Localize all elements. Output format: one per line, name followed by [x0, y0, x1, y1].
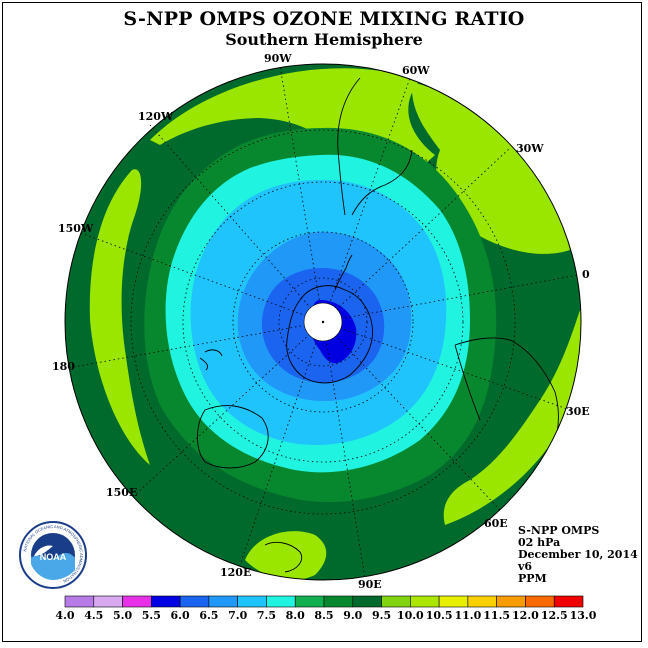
colorbar-swatch [179, 595, 210, 608]
colorbar-swatch [525, 595, 555, 608]
map-disc-outline [64, 63, 582, 581]
meridian-30w [322, 147, 511, 323]
colorbar: 4.0 4.5 5.0 5.5 6.0 6.5 7.0 7.5 8.0 8.5 9.0 9.5 10.0… [55, 595, 597, 622]
antarctic-peninsula [334, 254, 353, 291]
info-block: S-NPP OMPS 02 hPa December 10, 2014 v6 P… [518, 525, 638, 585]
colorbar-tick-label: 12.5 [541, 609, 568, 622]
lon-label-150w: 150W [58, 222, 94, 235]
colorbar-tick-label: 10.0 [397, 609, 424, 622]
lon-label-180: 180 [52, 360, 75, 373]
map-frame [2, 2, 642, 642]
lon-label-60e: 60E [484, 517, 508, 530]
colorbar-tick-label: 8.5 [314, 609, 333, 622]
info-units: PPM [518, 572, 547, 585]
colorbar-tick-label: 10.5 [426, 609, 453, 622]
band-9-5-upper-right [411, 82, 570, 254]
longitude-labels: 90W 60W 30W 0 30E 60E 90E 120E 150E 180 … [52, 52, 590, 591]
lat-circle-80 [278, 277, 368, 367]
meridian-150w [77, 231, 324, 323]
africa-coast [454, 337, 559, 453]
lon-label-150e: 150E [106, 486, 137, 499]
lon-label-30w: 30W [516, 142, 544, 155]
lat-circle-70 [232, 231, 414, 413]
colorbar-swatch [294, 595, 325, 608]
info-date: December 10, 2014 [518, 548, 638, 561]
lat-circle-50 [130, 129, 516, 515]
lon-label-90w: 90W [264, 52, 292, 65]
latitude-circles [130, 129, 516, 515]
colorbar-tick-label: 13.0 [570, 609, 597, 622]
colorbar-tick-label: 9.5 [372, 609, 391, 622]
info-version: v6 [518, 560, 533, 573]
meridian-90e [322, 321, 366, 579]
colorbar-swatch [151, 595, 181, 608]
meridian-0 [322, 274, 579, 323]
colorbar-swatch [467, 595, 497, 608]
meridian-150e [134, 321, 324, 496]
band-9-5-bottom [245, 531, 327, 580]
lat-circle-60 [182, 181, 464, 463]
colorbar-tick-label: 4.0 [55, 609, 74, 622]
band-9-5-right [443, 310, 581, 525]
colorbar-swatch [410, 595, 440, 608]
south-america-coast [337, 77, 413, 216]
colorbar-tick-label: 5.5 [142, 609, 161, 622]
new-zealand-coast [199, 349, 223, 371]
colorbar-tick-label: 5.0 [113, 609, 132, 622]
page-title: S-NPP OMPS OZONE MIXING RATIO [123, 8, 525, 30]
info-level: 02 hPa [518, 536, 561, 549]
colorbar-tick-label: 7.5 [257, 609, 276, 622]
colorbar-tick-label: 4.5 [84, 609, 103, 622]
lon-label-90e: 90E [358, 578, 382, 591]
colorbar-swatch [266, 595, 296, 608]
colorbar-swatch [93, 595, 123, 608]
noaa-logo: NOAA NATIONAL OCEANIC AND ATMOSPHERIC AD… [19, 521, 87, 589]
colorbar-swatch [553, 595, 584, 608]
colorbar-swatch [438, 595, 469, 608]
coastlines [197, 77, 559, 573]
lon-label-30e: 30E [566, 405, 590, 418]
colorbar-swatch [496, 595, 526, 608]
southeast-asia-coast [264, 541, 303, 573]
colorbar-tick-label: 6.0 [171, 609, 190, 622]
colorbar-swatch [64, 595, 95, 608]
south-pole-marker [321, 320, 325, 324]
lon-label-120w: 120W [138, 110, 174, 123]
page-subtitle: Southern Hemisphere [225, 30, 423, 49]
colorbar-tick-label: 11.0 [454, 609, 481, 622]
colorbar-swatch [352, 595, 382, 608]
meridians [67, 65, 579, 579]
colorbar-tick-label: 7.0 [228, 609, 247, 622]
colorbar-tick-label: 6.5 [199, 609, 218, 622]
logo-text: NOAA [40, 552, 67, 562]
lon-label-120e: 120E [220, 566, 251, 579]
antarctica-coast [286, 285, 373, 384]
colorbar-tick-label: 12.0 [512, 609, 539, 622]
australia-coast [197, 405, 269, 469]
info-instrument: S-NPP OMPS [518, 524, 600, 537]
meridian-90w [279, 65, 324, 323]
lon-label-0: 0 [582, 268, 590, 281]
colorbar-swatch [122, 595, 152, 608]
colorbar-swatch [323, 595, 354, 608]
colorbar-swatch [381, 595, 411, 608]
colorbar-tick-label: 9.0 [343, 609, 362, 622]
lon-label-60w: 60W [402, 64, 430, 77]
band-9-5-left [89, 169, 150, 465]
colorbar-swatch [237, 595, 267, 608]
meridian-30e [322, 321, 571, 411]
meridian-120w [149, 124, 324, 323]
colorbar-swatch [208, 595, 238, 608]
colorbar-tick-label: 8.0 [286, 609, 305, 622]
colorbar-tick-label: 11.5 [483, 609, 510, 622]
